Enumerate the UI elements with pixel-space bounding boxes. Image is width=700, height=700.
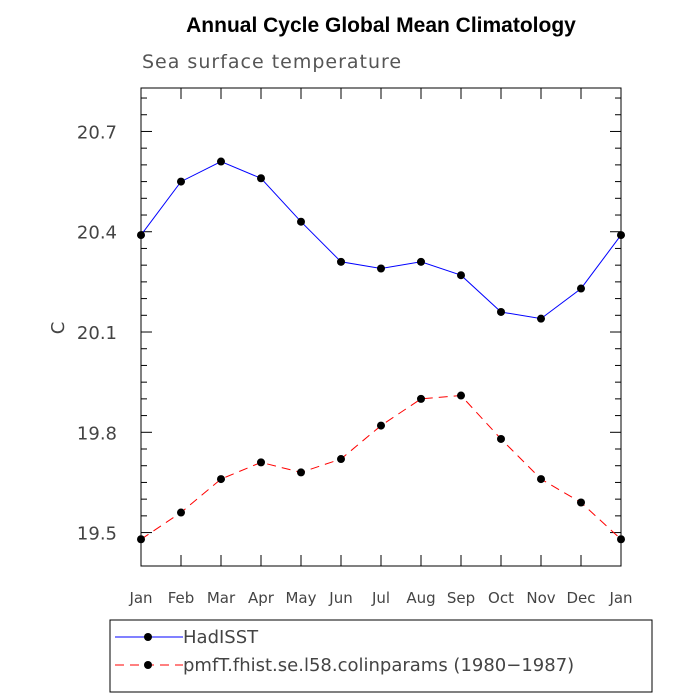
series-2-point bbox=[617, 535, 625, 544]
series-2-point bbox=[577, 498, 585, 507]
series-1-point bbox=[257, 174, 265, 183]
x-tick-label: Feb bbox=[168, 589, 195, 607]
series-1-point bbox=[417, 257, 425, 266]
y-tick-label: 19.8 bbox=[77, 423, 117, 444]
series-1-point bbox=[377, 264, 385, 273]
series-1-point bbox=[217, 157, 225, 166]
series-1-line bbox=[140, 160, 622, 320]
series-1-point bbox=[617, 231, 625, 240]
legend-box bbox=[109, 619, 653, 693]
legend-label-1: HadISST bbox=[183, 627, 259, 648]
series-2-point bbox=[337, 455, 345, 464]
x-axis: Jan Feb Mar Apr May Jun Jul Aug Sep Oct Nov Dec Jan bbox=[128, 88, 633, 607]
series-1-point bbox=[457, 271, 465, 280]
y-tick-label: 20.7 bbox=[77, 122, 117, 143]
legend: HadISST pmfT.fhist.se.l58.colinparams (19… bbox=[115, 627, 574, 676]
y-tick-label: 20.1 bbox=[77, 323, 117, 344]
chart-title: Annual Cycle Global Mean Climatology bbox=[186, 14, 576, 37]
series-1-point bbox=[337, 257, 345, 266]
x-tick-label: Dec bbox=[566, 589, 595, 607]
series-1-point bbox=[497, 307, 505, 316]
y-tick-label: 19.5 bbox=[77, 524, 117, 545]
y-axis-label: C bbox=[48, 322, 69, 335]
series-1-point bbox=[537, 314, 545, 323]
x-tick-label: May bbox=[285, 589, 316, 607]
series-layer bbox=[137, 157, 625, 544]
series-2-point bbox=[457, 391, 465, 400]
x-tick-label: Oct bbox=[488, 589, 514, 607]
series-1-point bbox=[297, 217, 305, 226]
series-2-line bbox=[140, 394, 622, 540]
x-tick-label: Jan bbox=[608, 589, 632, 607]
chart-subtitle: Sea surface temperature bbox=[142, 51, 402, 73]
series-1-point bbox=[577, 284, 585, 293]
x-tick-label: Jan bbox=[128, 589, 152, 607]
x-tick-label: Mar bbox=[207, 589, 236, 607]
x-tick-label: Apr bbox=[248, 589, 275, 607]
series-2-point bbox=[297, 468, 305, 477]
series-2-point bbox=[497, 434, 505, 443]
series-2-point bbox=[217, 475, 225, 484]
legend-label-2: pmfT.fhist.se.l58.colinparams (1980−1987… bbox=[183, 655, 574, 676]
x-tick-label: Sep bbox=[447, 589, 475, 607]
x-tick-label: Jul bbox=[371, 589, 390, 607]
legend-marker-1 bbox=[144, 633, 152, 641]
series-2-point bbox=[537, 475, 545, 484]
plot-frame bbox=[140, 87, 622, 567]
series-1-point bbox=[137, 231, 145, 240]
series-2-point bbox=[377, 421, 385, 430]
x-tick-label: Aug bbox=[406, 589, 435, 607]
series-2-point bbox=[417, 394, 425, 403]
x-tick-label: Nov bbox=[526, 589, 555, 607]
series-2-point bbox=[257, 458, 265, 467]
legend-marker-2 bbox=[144, 661, 152, 669]
y-tick-label: 20.4 bbox=[77, 223, 117, 244]
series-2-point bbox=[137, 535, 145, 544]
x-tick-label: Jun bbox=[328, 589, 352, 607]
series-2-point bbox=[177, 508, 185, 517]
y-axis: 19.5 19.8 20.1 20.4 20.7 bbox=[77, 97, 621, 545]
series-1-point bbox=[177, 177, 185, 186]
